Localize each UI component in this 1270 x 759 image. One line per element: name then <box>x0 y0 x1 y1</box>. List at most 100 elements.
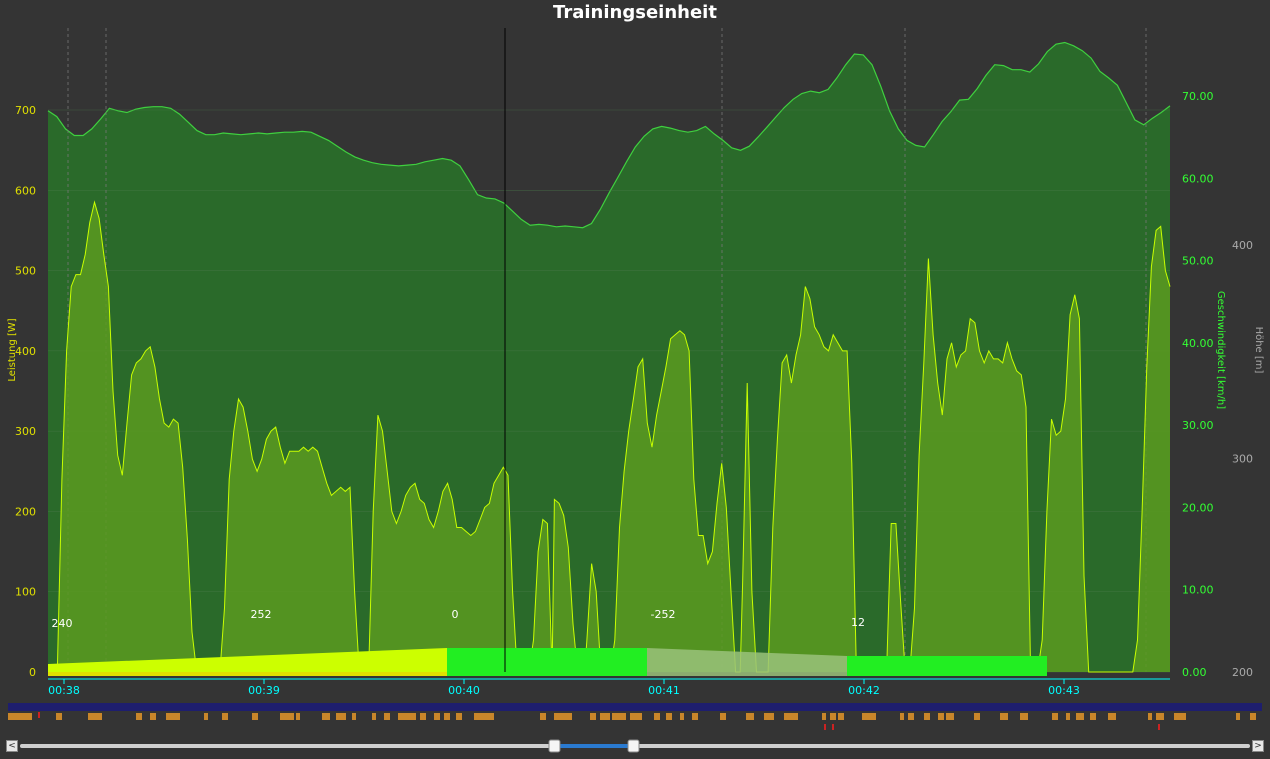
segment-marker <box>938 713 944 720</box>
speed-tick-label: 30.00 <box>1182 419 1214 432</box>
segment-marker <box>1066 713 1070 720</box>
power-tick-label: 500 <box>15 265 36 278</box>
segment-marker <box>924 713 930 720</box>
segment-marker <box>908 713 914 720</box>
lap-label: 240 <box>52 617 73 630</box>
power-tick-label: 600 <box>15 184 36 197</box>
speed-tick-label: 40.00 <box>1182 337 1214 350</box>
segment-marker <box>784 713 798 720</box>
segment-marker <box>680 713 684 720</box>
time-tick-label: 00:40 <box>448 684 480 697</box>
segment-marker <box>654 713 660 720</box>
event-marker <box>1158 724 1160 730</box>
segment-marker <box>352 713 356 720</box>
speed-tick-label: 10.00 <box>1182 584 1214 597</box>
segment-marker <box>692 713 698 720</box>
segment-marker <box>474 713 494 720</box>
segment-marker <box>830 713 836 720</box>
segment-marker <box>746 713 754 720</box>
segment-marker <box>630 713 642 720</box>
power-axis-title: Leistung [W] <box>7 318 18 381</box>
segment-marker <box>166 713 180 720</box>
segment-marker <box>434 713 440 720</box>
power-tick-label: 400 <box>15 345 36 358</box>
power-area <box>48 202 1170 673</box>
interval-bar <box>647 648 847 676</box>
segment-marker <box>296 713 300 720</box>
lap-label: 0 <box>452 608 459 621</box>
segment-marker <box>1156 713 1164 720</box>
training-chart[interactable]: 240 252 0 -252 12 0 100 200 300 400 500 600 700 Leist… <box>0 0 1270 700</box>
segment-marker <box>1236 713 1240 720</box>
segment-marker <box>444 713 450 720</box>
segment-marker <box>280 713 294 720</box>
segment-marker <box>1052 713 1058 720</box>
segment-marker <box>540 713 546 720</box>
segment-marker <box>600 713 610 720</box>
segment-marker <box>8 713 32 720</box>
segment-marker <box>150 713 156 720</box>
segment-marker <box>1020 713 1028 720</box>
altitude-axis-title: Höhe [m] <box>1253 327 1264 374</box>
segment-marker <box>222 713 228 720</box>
timeline-overview[interactable] <box>0 700 1270 759</box>
slider-handle-start[interactable] <box>548 739 561 753</box>
slider-range[interactable] <box>554 744 634 748</box>
lap-label: -252 <box>651 608 676 621</box>
slider-handle-end[interactable] <box>627 739 640 753</box>
segment-marker <box>204 713 208 720</box>
segment-marker <box>1250 713 1256 720</box>
segment-marker <box>1076 713 1084 720</box>
segment-marker <box>372 713 376 720</box>
segment-marker <box>764 713 774 720</box>
speed-tick-label: 70.00 <box>1182 90 1214 103</box>
altitude-tick-label: 200 <box>1232 666 1253 679</box>
chart-title: Trainingseinheit <box>553 2 717 23</box>
segment-marker <box>252 713 258 720</box>
segment-marker <box>666 713 672 720</box>
scroll-left-button[interactable]: < <box>6 740 18 752</box>
power-tick-label: 700 <box>15 104 36 117</box>
segment-marker <box>1174 713 1186 720</box>
segment-marker <box>822 713 826 720</box>
segment-marker <box>720 713 726 720</box>
interval-bar <box>48 672 447 676</box>
segment-marker <box>420 713 426 720</box>
speed-tick-label: 20.00 <box>1182 501 1214 514</box>
power-tick-label: 200 <box>15 505 36 518</box>
time-tick-label: 00:42 <box>848 684 880 697</box>
segment-marker <box>88 713 102 720</box>
segment-marker <box>398 713 416 720</box>
segment-marker <box>136 713 142 720</box>
segment-marker <box>1108 713 1116 720</box>
altitude-tick-label: 400 <box>1232 239 1253 252</box>
segment-marker <box>554 713 572 720</box>
segment-marker <box>56 713 62 720</box>
segment-marker <box>862 713 876 720</box>
segment-marker <box>838 713 844 720</box>
segment-marker <box>322 713 330 720</box>
scroll-right-button[interactable]: > <box>1252 740 1264 752</box>
overview-bar <box>8 703 1262 711</box>
segment-marker <box>974 713 980 720</box>
segment-marker <box>384 713 390 720</box>
segment-marker <box>612 713 626 720</box>
segment-marker <box>1090 713 1096 720</box>
event-marker <box>824 724 826 730</box>
segment-marker <box>1148 713 1152 720</box>
speed-tick-label: 50.00 <box>1182 255 1214 268</box>
lap-label: 252 <box>251 608 272 621</box>
power-tick-label: 300 <box>15 425 36 438</box>
segment-marker <box>336 713 346 720</box>
time-tick-label: 00:39 <box>248 684 280 697</box>
speed-axis-title: Geschwindigkeit [km/h] <box>1215 291 1226 409</box>
interval-bar <box>847 656 1047 676</box>
power-tick-label: 0 <box>29 666 36 679</box>
speed-tick-label: 60.00 <box>1182 172 1214 185</box>
time-tick-label: 00:41 <box>648 684 680 697</box>
time-tick-label: 00:43 <box>1048 684 1080 697</box>
segment-marker <box>456 713 462 720</box>
altitude-tick-label: 300 <box>1232 453 1253 466</box>
event-marker <box>832 724 834 730</box>
power-tick-label: 100 <box>15 586 36 599</box>
